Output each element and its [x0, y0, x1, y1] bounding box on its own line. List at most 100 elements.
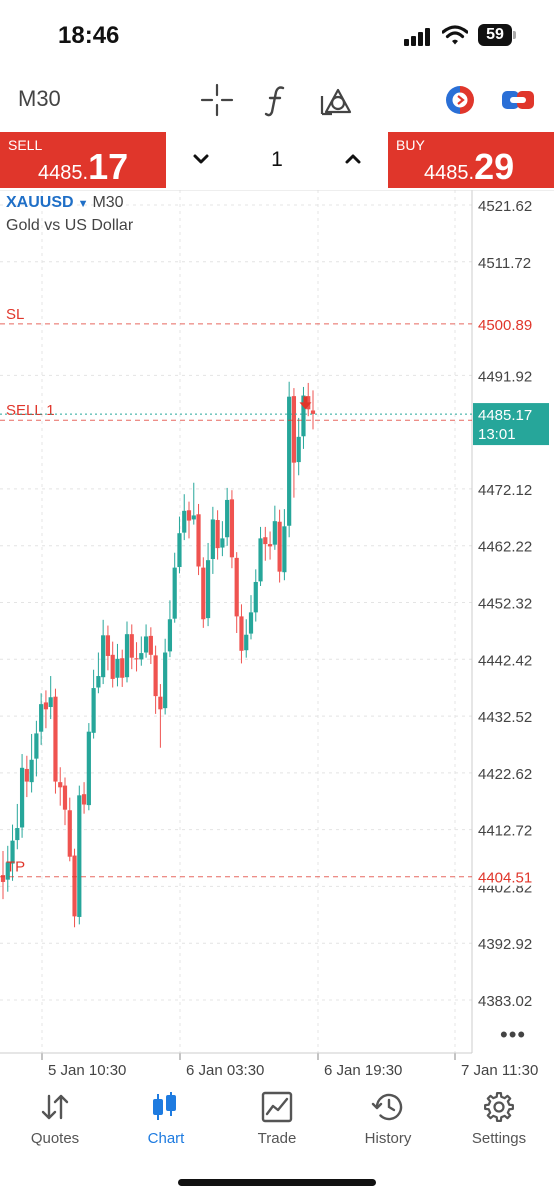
y-tick-label: 4383.02: [478, 993, 532, 1010]
trade-chart-icon: [261, 1091, 293, 1123]
y-tick-label: 4422.62: [478, 766, 532, 783]
candle-body: [110, 654, 115, 679]
candle-body: [10, 840, 15, 864]
wifi-icon: [442, 25, 468, 45]
nav-chart[interactable]: Chart: [111, 1090, 221, 1147]
bottom-navigation: Quotes Chart Trade History Settings: [0, 1082, 554, 1152]
candle-body: [186, 510, 192, 521]
candle-body: [86, 731, 91, 806]
candle-body: [81, 794, 87, 805]
chevron-up-icon[interactable]: [342, 148, 364, 170]
cellular-signal-icon: [404, 28, 430, 46]
candlestick-chart[interactable]: 4521.62 4511.72 4491.92 4472.12 4462.22 4452.…: [0, 190, 554, 1080]
sell-label: SELL: [8, 137, 43, 153]
candle-body: [234, 557, 239, 617]
bar-countdown: 13:01: [478, 426, 516, 443]
symbol-name[interactable]: XAUUSD: [6, 194, 74, 211]
status-time: 18:46: [58, 22, 120, 49]
candle-body: [120, 658, 125, 678]
candle-body: [272, 521, 277, 545]
symbol-dropdown-icon[interactable]: ▼: [77, 198, 89, 210]
candle-body: [15, 828, 20, 841]
lot-size[interactable]: 1: [271, 148, 283, 171]
candle-body: [172, 567, 177, 619]
nav-trade[interactable]: Trade: [222, 1090, 332, 1147]
candle-body: [239, 616, 244, 651]
sell-price-big: 17: [88, 146, 129, 187]
candle-body: [196, 514, 201, 567]
one-click-trading-icon[interactable]: [442, 82, 478, 118]
gear-icon: [484, 1092, 514, 1122]
candle-body: [301, 395, 306, 437]
candle-body: [29, 759, 34, 783]
candle-body: [287, 396, 292, 526]
candle-body: [153, 655, 158, 697]
candle-body: [205, 560, 211, 619]
x-tick-label: 5 Jan 10:30: [48, 1062, 126, 1079]
more-options-icon[interactable]: •••: [500, 1022, 527, 1047]
history-clock-icon: [371, 1093, 403, 1121]
candle-body: [48, 697, 53, 708]
candle-body: [58, 782, 63, 788]
function-icon[interactable]: [258, 82, 294, 118]
candle-body: [248, 612, 254, 634]
price-line-tag: 4500.89: [478, 317, 532, 334]
candle-body: [291, 396, 297, 463]
crosshair-icon[interactable]: [199, 82, 235, 118]
candle-body: [167, 619, 173, 652]
lot-selector: 1: [166, 132, 388, 188]
timeframe-button[interactable]: M30: [18, 86, 61, 111]
candle-body: [163, 652, 168, 709]
sell-button[interactable]: SELL 4485.17: [0, 132, 166, 188]
home-indicator: [178, 1179, 376, 1186]
chart-timeframe: M30: [92, 194, 124, 211]
sell-price: 4485.17: [38, 146, 128, 188]
candle-body: [148, 635, 153, 655]
sell-price-main: 4485.: [38, 162, 89, 184]
buy-label: BUY: [396, 137, 425, 153]
candle-body: [105, 635, 111, 656]
chart-area[interactable]: 4521.62 4511.72 4491.92 4472.12 4462.22 4452.…: [0, 190, 554, 1080]
y-tick-label: 4412.72: [478, 823, 532, 840]
y-tick-label: 4392.92: [478, 936, 532, 953]
candle-body: [182, 510, 187, 533]
nav-settings[interactable]: Settings: [444, 1090, 554, 1147]
battery-tip: [513, 31, 516, 39]
y-tick-label: 4452.32: [478, 596, 532, 613]
candle-body: [39, 704, 44, 732]
nav-history-label: History: [364, 1130, 412, 1147]
candle-body: [143, 636, 149, 653]
candle-body: [129, 634, 134, 658]
candle-body: [215, 520, 220, 549]
candle-body: [91, 688, 96, 733]
candle-body: [77, 795, 82, 917]
nav-history[interactable]: History: [333, 1090, 443, 1147]
y-tick-label: 4521.62: [478, 198, 532, 215]
y-tick-label: 4511.72: [478, 255, 531, 272]
buy-button[interactable]: BUY 4485.29: [388, 132, 554, 188]
y-tick-label: 4462.22: [478, 539, 532, 556]
candle-body: [139, 653, 144, 660]
candle-body: [258, 538, 263, 582]
candle-body: [24, 768, 29, 782]
candle-body: [263, 537, 268, 545]
candle-body: [210, 519, 215, 560]
candle-body: [277, 521, 282, 572]
candle-body: [53, 696, 58, 782]
symbol-header[interactable]: XAUUSD ▼ M30: [6, 194, 124, 212]
candle-body: [43, 702, 49, 710]
candle-body: [220, 538, 225, 548]
nav-quotes[interactable]: Quotes: [0, 1090, 110, 1147]
account-switch-icon[interactable]: [500, 82, 536, 118]
candle-body: [201, 567, 206, 620]
candle-body: [296, 436, 301, 463]
candle-body: [34, 733, 39, 759]
objects-icon[interactable]: [318, 82, 354, 118]
candlestick-icon: [153, 1092, 176, 1120]
nav-settings-label: Settings: [471, 1130, 527, 1147]
chevron-down-icon[interactable]: [190, 148, 212, 170]
battery-icon: 59: [478, 24, 512, 46]
candle-body: [244, 634, 249, 651]
candle-body: [253, 581, 258, 613]
price-line-label: SELL 1: [6, 402, 55, 419]
